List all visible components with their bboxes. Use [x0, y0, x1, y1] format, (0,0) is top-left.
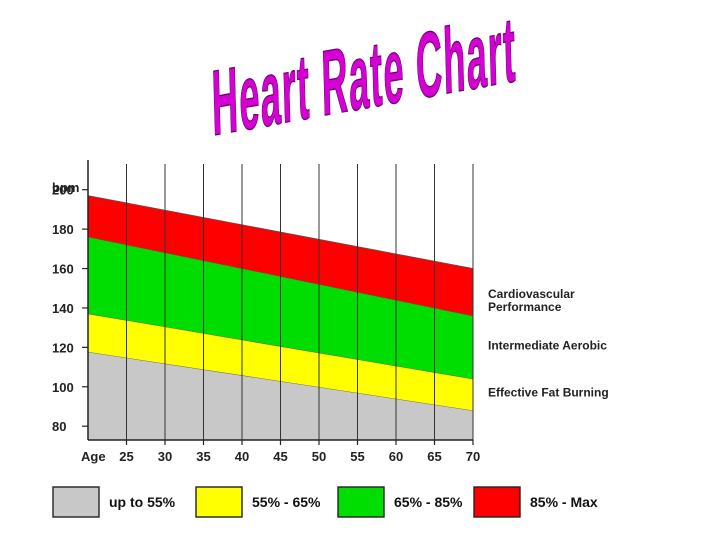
zone-labels: Cardiovascular Performance Intermediate Ae…: [488, 287, 609, 400]
zone-label-effective-fat-burning: Effective Fat Burning: [488, 386, 609, 400]
x-tick-label-55: 55: [350, 449, 364, 464]
x-tick-label-45: 45: [273, 449, 287, 464]
y-tick-label-180: 180: [52, 222, 74, 237]
x-tick-label-50: 50: [312, 449, 326, 464]
zone-label-intermediate-aerobic: Intermediate Aerobic: [488, 338, 607, 352]
y-tick-label-200: 200: [52, 183, 74, 198]
x-tick-label-65: 65: [427, 449, 441, 464]
legend-label-up-to-55: up to 55%: [109, 494, 176, 510]
legend: up to 55% 55% - 65% 65% - 85% 85% - Max: [52, 486, 598, 518]
gridlines: [126, 164, 474, 440]
legend-label-65-85: 65% - 85%: [394, 494, 463, 510]
x-axis-label: Age: [81, 449, 106, 464]
y-tick-label-160: 160: [52, 262, 74, 277]
zone-label-cardiovascular-performance: Cardiovascular Performance: [488, 287, 575, 314]
y-tick-label-80: 80: [52, 419, 66, 434]
legend-swatch-85-max: [473, 486, 521, 518]
y-tick-label-120: 120: [52, 340, 74, 355]
legend-swatch-65-85: [337, 486, 385, 518]
legend-swatch-55-65: [195, 486, 243, 518]
x-tick-label-30: 30: [158, 449, 172, 464]
chart-title: Heart Rate Chart: [211, 0, 518, 155]
y-tick-label-100: 100: [52, 380, 74, 395]
x-tick-label-70: 70: [466, 449, 480, 464]
chart-title-group: Heart Rate Chart: [210, 0, 518, 155]
legend-swatch-up-to-55: [52, 486, 100, 518]
legend-label-85-max: 85% - Max: [530, 494, 598, 510]
x-tick-label-40: 40: [235, 449, 249, 464]
legend-label-55-65: 55% - 65%: [252, 494, 321, 510]
x-tick-label-25: 25: [119, 449, 133, 464]
x-tick-label-60: 60: [389, 449, 403, 464]
x-tick-label-35: 35: [196, 449, 210, 464]
y-tick-label-140: 140: [52, 301, 74, 316]
y-axis-label: bpm: [52, 180, 79, 195]
